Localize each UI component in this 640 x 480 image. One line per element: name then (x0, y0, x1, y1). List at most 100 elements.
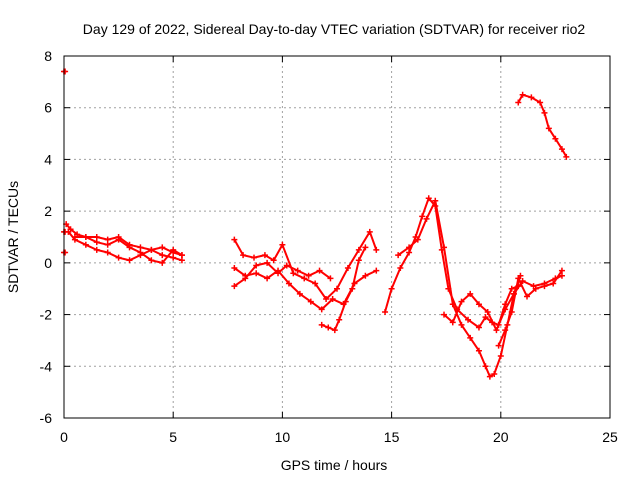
data-point (395, 252, 402, 259)
data-point (441, 311, 448, 318)
data-point (441, 244, 448, 251)
data-point (312, 280, 319, 287)
data-point (231, 283, 238, 290)
data-point (159, 259, 166, 266)
series-track-1 (61, 68, 69, 75)
data-point (558, 267, 565, 274)
data-point (253, 270, 260, 277)
x-tick-label: 25 (602, 429, 618, 445)
data-point (178, 257, 185, 264)
y-tick-label: -4 (40, 358, 53, 374)
y-tick-label: -2 (40, 307, 53, 323)
series-track-8 (231, 265, 380, 313)
data-point (104, 236, 111, 243)
x-tick-label: 20 (493, 429, 509, 445)
data-point (475, 324, 482, 331)
data-point (148, 257, 155, 264)
series-track-10 (318, 244, 369, 334)
series-track-6 (71, 234, 185, 266)
axis-ticks: 0 5 10 15 20 25 -6 -4 -2 0 2 4 6 8 (40, 48, 618, 445)
data-point (283, 262, 290, 269)
data-point (406, 244, 413, 251)
data-point (261, 252, 268, 259)
data-point (331, 327, 338, 334)
data-point (558, 272, 565, 279)
data-point (115, 254, 122, 261)
data-point (240, 252, 247, 259)
data-point (349, 285, 356, 292)
data-point (508, 308, 515, 315)
data-point (170, 254, 177, 261)
data-point (104, 249, 111, 256)
series-track-3 (61, 249, 69, 256)
data-point (475, 301, 482, 308)
data-point (495, 342, 502, 349)
series-track-15 (515, 91, 570, 160)
data-point (344, 265, 351, 272)
data-point (137, 244, 144, 251)
data-point (148, 246, 155, 253)
y-tick-label: -6 (40, 410, 53, 426)
plot-frame (63, 55, 611, 419)
data-point (336, 316, 343, 323)
data-point (552, 135, 559, 142)
data-point (397, 265, 404, 272)
data-point (355, 257, 362, 264)
data-point (285, 280, 292, 287)
data-point (423, 215, 430, 222)
data-point (82, 241, 89, 248)
data-point (502, 306, 509, 313)
data-point (318, 321, 325, 328)
data-point (458, 321, 465, 328)
data-point (388, 285, 395, 292)
data-point (515, 275, 522, 282)
data-point (519, 277, 526, 284)
data-point (71, 234, 78, 240)
data-point (550, 280, 557, 287)
data-point (502, 327, 509, 334)
data-point (159, 252, 166, 259)
series-track-12 (395, 197, 524, 380)
data-point (316, 267, 323, 274)
data-point (327, 275, 334, 282)
x-axis-label: GPS time / hours (281, 457, 388, 473)
series-track-9 (231, 259, 334, 290)
data-point (432, 197, 439, 204)
data-point (486, 373, 493, 380)
data-point (178, 252, 185, 259)
data-point (231, 265, 238, 272)
data-point (170, 246, 177, 253)
data-point (104, 241, 111, 248)
data-point (307, 298, 314, 305)
data-point (373, 267, 380, 274)
data-point (296, 290, 303, 297)
data-point (290, 270, 297, 277)
y-tick-label: 4 (44, 151, 52, 167)
data-point (419, 213, 426, 220)
y-tick-label: 2 (44, 203, 52, 219)
data-point (537, 99, 544, 106)
x-tick-label: 5 (169, 429, 177, 445)
data-point (558, 146, 565, 153)
data-point (301, 275, 308, 282)
data-point (115, 236, 122, 243)
data-point (294, 267, 301, 274)
x-tick-label: 0 (60, 429, 68, 445)
series-track-13 (441, 272, 565, 334)
data-point (406, 249, 413, 256)
data-point (279, 241, 286, 248)
data-point (563, 153, 570, 160)
data-point (541, 109, 548, 116)
data-point (382, 308, 389, 315)
data-point (482, 314, 489, 321)
data-point (305, 272, 312, 279)
data-point (323, 296, 330, 303)
data-point (425, 195, 432, 202)
series-line (233, 261, 332, 288)
series-track-14 (495, 267, 565, 349)
data-point (482, 363, 489, 370)
y-axis-label: SDTVAR / TECUs (5, 181, 21, 293)
data-point (334, 285, 340, 292)
data-point (251, 254, 258, 261)
